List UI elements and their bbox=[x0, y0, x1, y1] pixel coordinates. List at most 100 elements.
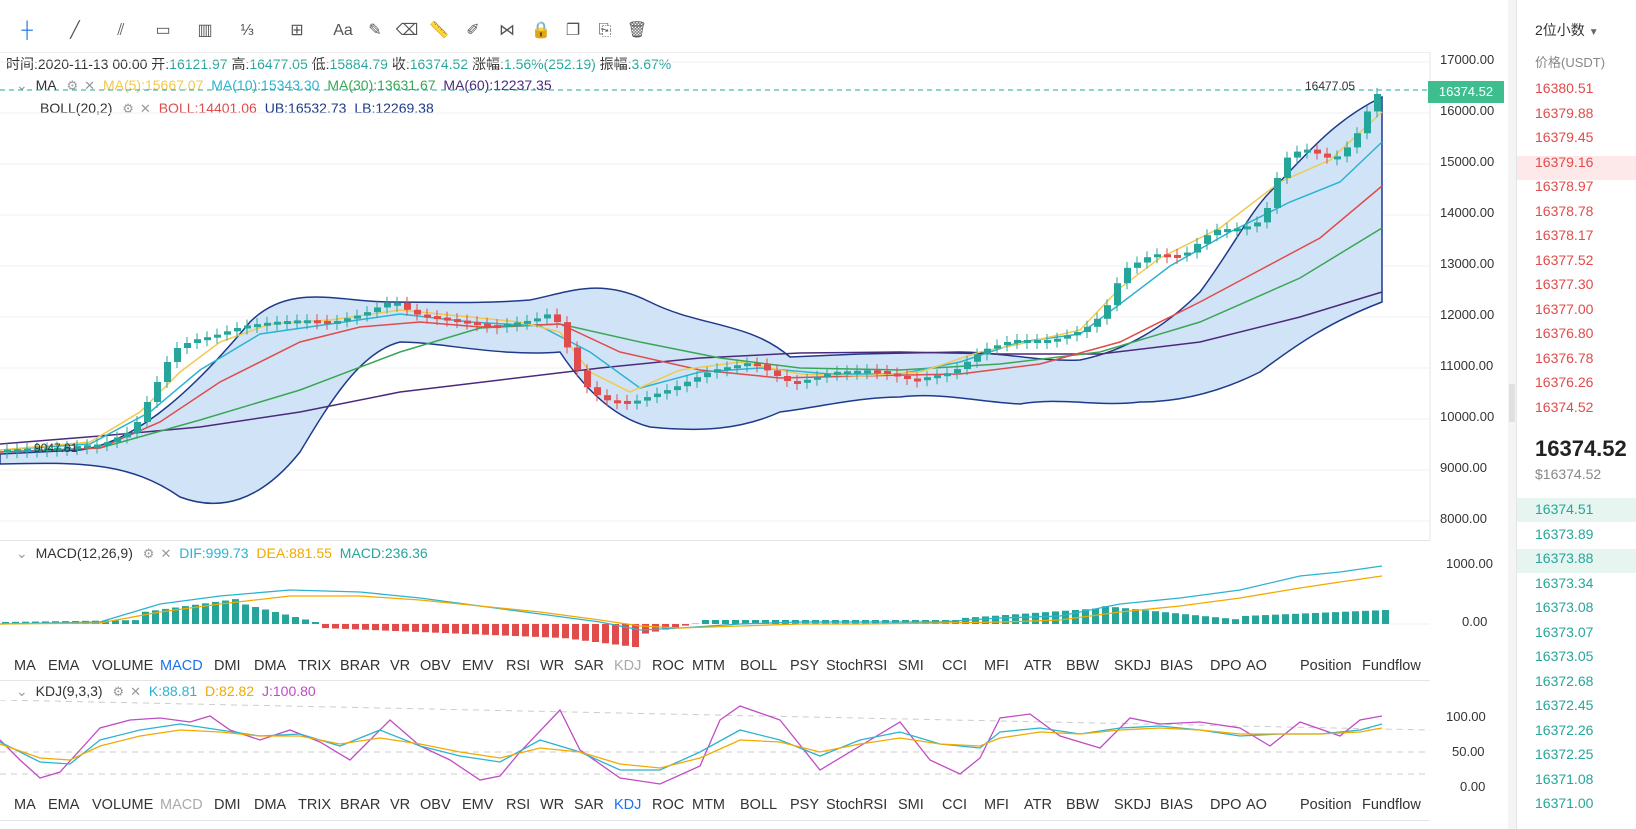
ask-price[interactable]: 16377.00 bbox=[1535, 300, 1594, 317]
macd-close-icon[interactable]: ✕ bbox=[160, 546, 172, 561]
eraser-tool-icon[interactable]: ⌫ bbox=[395, 22, 419, 39]
boll-close-icon[interactable]: ✕ bbox=[139, 101, 151, 116]
indicator-tab-kdj[interactable]: KDJ bbox=[614, 797, 642, 813]
bid-price[interactable]: 16372.45 bbox=[1535, 697, 1594, 713]
ask-price[interactable]: 16378.78 bbox=[1535, 202, 1594, 219]
crosshair-tool-icon[interactable]: ┼ bbox=[21, 22, 33, 39]
brush-tool-icon[interactable]: ✎ bbox=[368, 22, 382, 39]
indicator-tab-kdj[interactable]: KDJ bbox=[614, 658, 642, 674]
indicator-tab-dpo[interactable]: DPO bbox=[1210, 658, 1242, 674]
indicator-tab-wr[interactable]: WR bbox=[540, 797, 565, 813]
ask-price[interactable]: 16378.17 bbox=[1535, 227, 1594, 243]
fibonacci-tool-icon[interactable]: ⅓ bbox=[240, 22, 254, 39]
indicator-tab-psy[interactable]: PSY bbox=[790, 797, 820, 813]
indicator-tab-fundflow[interactable]: Fundflow bbox=[1362, 658, 1421, 674]
indicator-tab-ao[interactable]: AO bbox=[1246, 797, 1267, 813]
indicator-tab-rsi[interactable]: RSI bbox=[506, 658, 531, 674]
kdj-close-icon[interactable]: ✕ bbox=[130, 684, 141, 699]
indicator-tab-macd[interactable]: MACD bbox=[160, 797, 203, 813]
bid-price[interactable]: 16373.08 bbox=[1535, 599, 1594, 615]
collapse-panel-handle[interactable] bbox=[1509, 384, 1515, 422]
indicator-tab-stochrsi[interactable]: StochRSI bbox=[826, 658, 888, 674]
indicator-tab-skdj[interactable]: SKDJ bbox=[1114, 658, 1152, 674]
bid-price[interactable]: 16372.68 bbox=[1535, 672, 1594, 689]
indicator-tab-position[interactable]: Position bbox=[1300, 797, 1352, 813]
collapse-chevron-icon[interactable]: ⌄ bbox=[16, 77, 28, 93]
ask-price[interactable]: 16374.52 bbox=[1535, 398, 1594, 415]
ask-price[interactable]: 16376.80 bbox=[1535, 325, 1594, 341]
copy-tool-icon[interactable]: ❐ bbox=[565, 22, 581, 39]
parallel-lines-tool-icon[interactable]: ▥ bbox=[197, 22, 213, 39]
indicator-tab-brar[interactable]: BRAR bbox=[340, 797, 381, 813]
indicator-tab-obv[interactable]: OBV bbox=[420, 658, 451, 674]
indicator-tab-trix[interactable]: TRIX bbox=[298, 658, 332, 674]
screenshot-tool-icon[interactable]: ⎘ bbox=[598, 22, 612, 39]
trend-line-tool-icon[interactable]: ╱ bbox=[70, 22, 80, 39]
bid-price[interactable]: 16373.89 bbox=[1535, 525, 1594, 542]
indicator-tab-obv[interactable]: OBV bbox=[420, 797, 451, 813]
bid-price[interactable]: 16373.05 bbox=[1535, 648, 1594, 664]
macd-chart[interactable] bbox=[0, 560, 1430, 660]
indicator-tab-volume[interactable]: VOLUME bbox=[92, 797, 154, 813]
ask-price[interactable]: 16376.78 bbox=[1535, 349, 1594, 366]
ma-settings-gear-icon[interactable]: ⚙ bbox=[66, 78, 79, 93]
indicator-tab-cci[interactable]: CCI bbox=[942, 797, 967, 813]
indicator-tab-dma[interactable]: DMA bbox=[254, 658, 287, 674]
ask-price[interactable]: 16379.88 bbox=[1535, 104, 1594, 121]
indicator-tab-smi[interactable]: SMI bbox=[898, 797, 924, 813]
indicator-tab-ma[interactable]: MA bbox=[14, 797, 36, 813]
indicator-tab-mtm[interactable]: MTM bbox=[692, 658, 726, 674]
indicator-tab-ema[interactable]: EMA bbox=[48, 658, 80, 674]
text-tool-icon[interactable]: Aa bbox=[333, 22, 353, 39]
delete-tool-icon[interactable]: 🗑 bbox=[626, 22, 648, 39]
indicator-tab-ema[interactable]: EMA bbox=[48, 797, 80, 813]
kdj-settings-gear-icon[interactable]: ⚙ bbox=[112, 684, 125, 699]
bid-price[interactable]: 16373.34 bbox=[1535, 574, 1594, 591]
indicator-tab-vr[interactable]: VR bbox=[390, 797, 411, 813]
indicator-tab-bias[interactable]: BIAS bbox=[1160, 658, 1194, 674]
indicator-tab-mfi[interactable]: MFI bbox=[984, 797, 1009, 813]
measure-tool-icon[interactable]: ⊞ bbox=[290, 22, 304, 39]
indicator-tab-boll[interactable]: BOLL bbox=[740, 658, 778, 674]
kdj-chart[interactable] bbox=[0, 700, 1430, 795]
bid-price[interactable]: 16372.25 bbox=[1535, 746, 1594, 762]
ask-price[interactable]: 16380.51 bbox=[1535, 80, 1594, 96]
indicator-tab-wr[interactable]: WR bbox=[540, 658, 565, 674]
bid-price[interactable]: 16373.07 bbox=[1535, 623, 1594, 640]
ask-price[interactable]: 16378.97 bbox=[1535, 178, 1594, 194]
ask-price[interactable]: 16376.26 bbox=[1535, 374, 1594, 390]
indicator-tab-trix[interactable]: TRIX bbox=[298, 797, 332, 813]
ask-price[interactable]: 16377.52 bbox=[1535, 251, 1594, 268]
ask-price[interactable]: 16377.30 bbox=[1535, 276, 1594, 292]
main-candlestick-chart[interactable]: 16477.05 9047.81 bbox=[0, 52, 1508, 540]
ask-price[interactable]: 16379.16 bbox=[1535, 153, 1594, 170]
indicator-tab-bbw[interactable]: BBW bbox=[1066, 658, 1100, 674]
indicator-tab-rsi[interactable]: RSI bbox=[506, 797, 531, 813]
bid-price[interactable]: 16372.26 bbox=[1535, 721, 1594, 738]
indicator-tab-boll[interactable]: BOLL bbox=[740, 797, 778, 813]
indicator-tab-dmi[interactable]: DMI bbox=[214, 658, 241, 674]
indicator-tab-bbw[interactable]: BBW bbox=[1066, 797, 1100, 813]
collapse-chevron-icon[interactable]: ⌄ bbox=[16, 683, 28, 699]
indicator-tab-vr[interactable]: VR bbox=[390, 658, 411, 674]
rectangle-tool-icon[interactable]: ▭ bbox=[155, 22, 171, 39]
indicator-tab-bias[interactable]: BIAS bbox=[1160, 797, 1194, 813]
indicator-tab-mtm[interactable]: MTM bbox=[692, 797, 726, 813]
bid-price[interactable]: 16373.88 bbox=[1535, 550, 1594, 566]
indicator-tab-emv[interactable]: EMV bbox=[462, 797, 494, 813]
indicator-tab-dma[interactable]: DMA bbox=[254, 797, 287, 813]
multi-line-tool-icon[interactable]: ⫽ bbox=[117, 22, 125, 39]
indicator-tab-stochrsi[interactable]: StochRSI bbox=[826, 797, 888, 813]
indicator-tab-emv[interactable]: EMV bbox=[462, 658, 494, 674]
indicator-tab-atr[interactable]: ATR bbox=[1024, 797, 1052, 813]
indicator-tab-position[interactable]: Position bbox=[1300, 658, 1352, 674]
decimal-precision-select[interactable]: 2位小数 ▼ bbox=[1535, 20, 1599, 40]
indicator-tab-mfi[interactable]: MFI bbox=[984, 658, 1009, 674]
ruler-tool-icon[interactable]: 📏 bbox=[429, 22, 449, 39]
indicator-tab-cci[interactable]: CCI bbox=[942, 658, 967, 674]
indicator-tab-ma[interactable]: MA bbox=[14, 658, 36, 674]
lock-tool-icon[interactable]: 🔒 bbox=[531, 22, 551, 39]
pen-tool-icon[interactable]: ✐ bbox=[466, 22, 480, 39]
indicator-tab-dpo[interactable]: DPO bbox=[1210, 797, 1242, 813]
indicator-tab-skdj[interactable]: SKDJ bbox=[1114, 797, 1152, 813]
